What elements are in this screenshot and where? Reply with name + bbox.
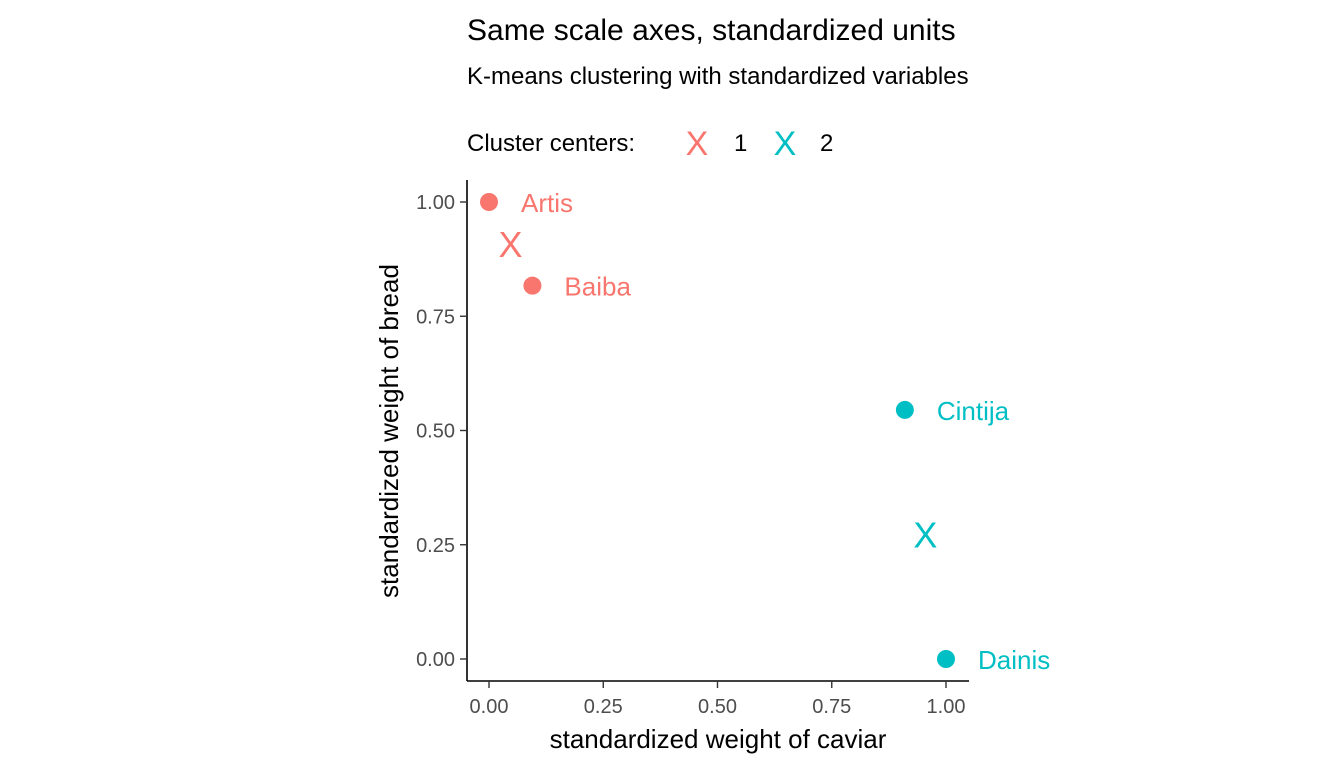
point-label-dainis: Dainis: [978, 645, 1050, 675]
data-marks: Artis Baiba Cintija Dainis X X: [480, 188, 1050, 675]
plot-area: 0.00 0.25 0.50 0.75 1.00 0.00 0.25 0.50 0.75 1.00…: [416, 180, 1050, 718]
legend-symbol-cluster-2: X: [774, 125, 797, 163]
y-tick-label: 1.00: [416, 192, 455, 214]
x-tick-label: 0.00: [470, 696, 509, 718]
x-axis-title: standardized weight of caviar: [550, 724, 887, 754]
axis-ticks: 0.00 0.25 0.50 0.75 1.00 0.00 0.25 0.50 0.75 1.00: [416, 192, 965, 718]
point-label-artis: Artis: [521, 188, 573, 218]
data-point-cintija: [895, 400, 914, 419]
cluster-center-2: X: [913, 515, 937, 556]
legend-title: Cluster centers:: [467, 130, 635, 157]
data-point-baiba: [523, 276, 542, 295]
x-tick-label: 0.25: [584, 696, 623, 718]
x-tick-label: 1.00: [927, 696, 966, 718]
chart-title: Same scale axes, standardized units: [467, 14, 956, 47]
point-label-baiba: Baiba: [564, 272, 631, 302]
x-tick-label: 0.75: [812, 696, 851, 718]
y-tick-label: 0.25: [416, 535, 455, 557]
data-point-artis: [480, 193, 498, 211]
legend-label-cluster-2: 2: [820, 130, 833, 157]
cluster-center-1: X: [498, 224, 522, 265]
legend: Cluster centers: X 1 X 2: [467, 125, 833, 163]
x-tick-label: 0.50: [698, 696, 737, 718]
y-tick-label: 0.50: [416, 421, 455, 443]
y-tick-label: 0.75: [416, 306, 455, 328]
data-point-dainis: [937, 650, 955, 668]
y-axis-title: standardized weight of bread: [374, 264, 404, 598]
legend-label-cluster-1: 1: [734, 130, 747, 157]
legend-symbol-cluster-1: X: [686, 125, 709, 163]
point-label-cintija: Cintija: [937, 396, 1010, 426]
y-tick-label: 0.00: [416, 649, 455, 671]
chart-subtitle: K-means clustering with standardized var…: [467, 63, 969, 90]
